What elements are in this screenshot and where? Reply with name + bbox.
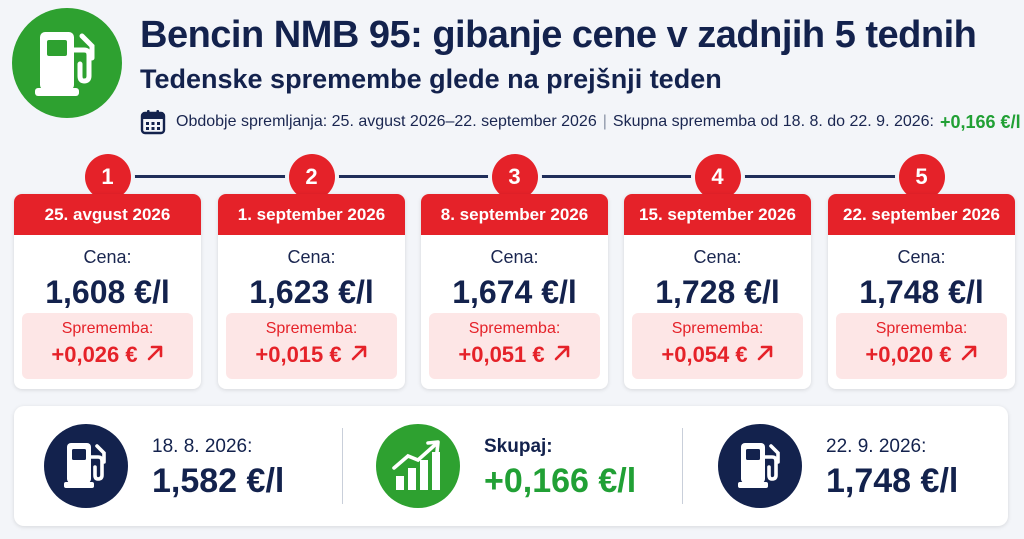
period-line: Obdobje spremljanja: 25. avgust 2026–22.… [140,108,1021,136]
end-date-label: 22. 9. 2026: [826,436,927,457]
change-label: Sprememba: [468,320,561,337]
total-change-value: +0,166 €/l [940,111,1021,132]
change-value-row: +0,051 € [429,342,600,368]
change-value-row: +0,015 € [226,342,397,368]
step-number: 3 [491,154,538,200]
change-value: +0,020 € [865,342,952,367]
arrow-up-right-icon [756,342,774,368]
week-card: 25. avgust 2026 Cena: 1,608 €/l Sprememba: +… [14,194,201,389]
price-value: 1,728 €/l [655,274,780,310]
change-value: +0,054 € [661,342,748,367]
arrow-up-right-icon [350,342,368,368]
week-date: 22. september 2026 [828,194,1015,235]
week-date: 1. september 2026 [218,194,405,235]
summary-panel: 18. 8. 2026: 1,582 €/l Skupaj: +0,166 €/… [14,406,1008,526]
page-title: Bencin NMB 95: gibanje cene v zadnjih 5 … [140,14,977,56]
arrow-up-right-icon [553,342,571,368]
change-label: Sprememba: [671,320,764,337]
week-card: 22. september 2026 Cena: 1,748 €/l Sprememb… [828,194,1015,389]
week-date: 25. avgust 2026 [14,194,201,235]
arrow-up-right-icon [146,342,164,368]
price-value: 1,748 €/l [859,274,984,310]
period-text: Obdobje spremljanja: 25. avgust 2026–22.… [176,113,597,130]
start-date-label: 18. 8. 2026: [152,436,253,457]
total-value: +0,166 €/l [484,462,637,500]
week-date: 15. september 2026 [624,194,811,235]
fuel-pump-icon [718,424,802,508]
growth-chart-icon [376,424,460,508]
separator: | [602,113,607,130]
start-price: 1,582 €/l [152,462,285,500]
divider [682,428,683,504]
change-value: +0,051 € [458,342,545,367]
step-number: 4 [694,154,741,200]
price-label: Cena: [287,247,336,267]
total-change-text: Skupna sprememba od 18. 8. do 22. 9. 202… [612,113,934,130]
step-number: 1 [84,154,131,200]
step-number: 5 [898,154,945,200]
change-value: +0,026 € [51,342,138,367]
change-value-row: +0,026 € [22,342,193,368]
header: Bencin NMB 95: gibanje cene v zadnjih 5 … [0,0,1024,150]
change-label: Sprememba: [265,320,358,337]
price-label: Cena: [83,247,132,267]
price-value: 1,674 €/l [452,274,577,310]
week-date: 8. september 2026 [421,194,608,235]
fuel-pump-icon [44,424,128,508]
price-label: Cena: [897,247,946,267]
price-value: 1,608 €/l [45,274,170,310]
week-card: 8. september 2026 Cena: 1,674 €/l Sprememba… [421,194,608,389]
change-box: Sprememba: +0,015 € [226,313,397,379]
week-card: 1. september 2026 Cena: 1,623 €/l Sprememba… [218,194,405,389]
change-box: Sprememba: +0,020 € [836,313,1007,379]
change-value: +0,015 € [255,342,342,367]
fuel-pump-icon [12,8,122,118]
change-box: Sprememba: +0,054 € [632,313,803,379]
divider [342,428,343,504]
change-label: Sprememba: [875,320,968,337]
calendar-icon [140,109,166,135]
change-value-row: +0,054 € [632,342,803,368]
total-label: Skupaj: [484,436,553,457]
arrow-up-right-icon [960,342,978,368]
change-value-row: +0,020 € [836,342,1007,368]
end-price: 1,748 €/l [826,462,959,500]
price-value: 1,623 €/l [249,274,374,310]
step-number: 2 [288,154,335,200]
price-label: Cena: [490,247,539,267]
change-label: Sprememba: [61,320,154,337]
page-subtitle: Tedenske spremembe glede na prejšnji ted… [140,64,722,94]
price-label: Cena: [693,247,742,267]
change-box: Sprememba: +0,026 € [22,313,193,379]
week-card: 15. september 2026 Cena: 1,728 €/l Sprememb… [624,194,811,389]
change-box: Sprememba: +0,051 € [429,313,600,379]
